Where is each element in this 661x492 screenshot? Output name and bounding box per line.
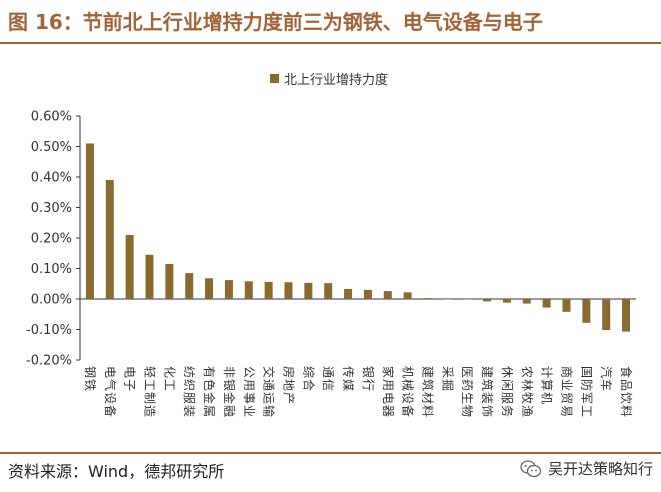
x-tick-label: 传媒 [341, 366, 356, 392]
x-tick-label: 综合 [301, 366, 316, 392]
x-tick-label: 家用电器 [381, 366, 396, 418]
bar [165, 263, 174, 299]
bar [85, 143, 94, 299]
category-labels: 钢铁 电气设备 电子 轻工制造 化工 纺织服装 有色金属 非银金融 公用事业 交通运输 房地产 综合通… [83, 366, 634, 418]
y-tick-label: 0.30% [31, 201, 72, 216]
x-tick-label: 国防军工 [579, 366, 594, 418]
bar [463, 299, 472, 300]
x-tick-label: 建筑装饰 [480, 366, 495, 418]
y-tick-label: 0.50% [31, 140, 72, 155]
bar [145, 254, 154, 299]
x-tick-label: 采掘 [440, 366, 455, 392]
bar [522, 299, 531, 304]
bar [344, 288, 353, 299]
x-tick-label: 商业贸易 [560, 366, 575, 418]
bars [85, 143, 631, 332]
bar [324, 283, 333, 299]
bar [205, 278, 214, 299]
x-tick-label: 医药生物 [460, 366, 474, 418]
title-divider [0, 42, 661, 44]
x-tick-label: 电气设备 [103, 366, 118, 418]
bar [383, 291, 392, 299]
figure-title: 图 16：节前北上行业增持力度前三为钢铁、电气设备与电子 [8, 10, 543, 34]
bar [363, 289, 372, 299]
legend-label: 北上行业增持力度 [284, 72, 388, 88]
y-tick-labels: 0.60% 0.50% 0.40% 0.30% 0.20% 0.10% 0.00% -0.10… [26, 110, 80, 369]
bar [443, 299, 452, 300]
x-tick-label: 休闲服务 [500, 366, 515, 418]
x-tick-label: 机械设备 [401, 366, 416, 418]
x-tick-label: 食品饮料 [619, 366, 634, 418]
bar [403, 292, 412, 299]
bar-chart: 北上行业增持力度 0.60%0.50%0.40%0.30%0.20%0.10%0… [26, 72, 636, 418]
x-tick-label: 非银金融 [222, 366, 237, 418]
bar [105, 180, 114, 299]
x-tick-label: 通信 [321, 366, 335, 392]
y-tick-label: 0.20% [31, 232, 72, 247]
x-tick-label: 交通运输 [262, 366, 277, 418]
x-tick-label: 计算机 [540, 366, 555, 405]
bar [622, 299, 631, 332]
bar [284, 282, 293, 299]
bar [244, 281, 253, 299]
y-tick-label: -0.20% [26, 354, 72, 369]
y-tick-label: -0.10% [26, 323, 72, 338]
wechat-icon [520, 459, 542, 477]
footer-divider [0, 452, 661, 454]
y-tick-label: 0.40% [31, 171, 72, 186]
bar [483, 299, 492, 302]
bar [502, 299, 511, 303]
bar [125, 234, 134, 299]
x-tick-label: 轻工制造 [143, 366, 157, 418]
bar [602, 299, 611, 331]
bar [582, 299, 591, 323]
bar [304, 282, 313, 299]
watermark: 吴开达策略知行 [520, 458, 653, 479]
y-tick-label: 0.60% [31, 110, 72, 125]
x-tick-label: 建筑材料 [421, 366, 436, 418]
x-tick-label: 纺织服装 [182, 366, 196, 418]
x-tick-label: 公用事业 [242, 366, 256, 418]
x-tick-label: 化工 [162, 366, 176, 392]
x-tick-label: 钢铁 [83, 366, 97, 392]
bar [264, 281, 273, 299]
y-tick-label: 0.10% [31, 262, 72, 277]
x-tick-label: 银行 [361, 366, 375, 392]
bar [562, 299, 571, 312]
x-tick-label: 房地产 [282, 366, 297, 405]
bar [423, 298, 432, 299]
x-tick-label: 电子 [123, 366, 137, 392]
legend-swatch [270, 74, 279, 83]
x-tick-label: 农林牧渔 [520, 366, 534, 418]
source-note: 资料来源：Wind，德邦研究所 [8, 462, 225, 481]
chart-legend: 北上行业增持力度 [270, 72, 388, 88]
x-tick-label: 有色金属 [202, 366, 217, 418]
watermark-text: 吴开达策略知行 [547, 460, 653, 478]
bar [185, 273, 194, 299]
bar [224, 280, 233, 299]
bar [542, 299, 551, 308]
x-tick-label: 汽车 [599, 366, 614, 392]
y-tick-label: 0.00% [31, 293, 72, 308]
